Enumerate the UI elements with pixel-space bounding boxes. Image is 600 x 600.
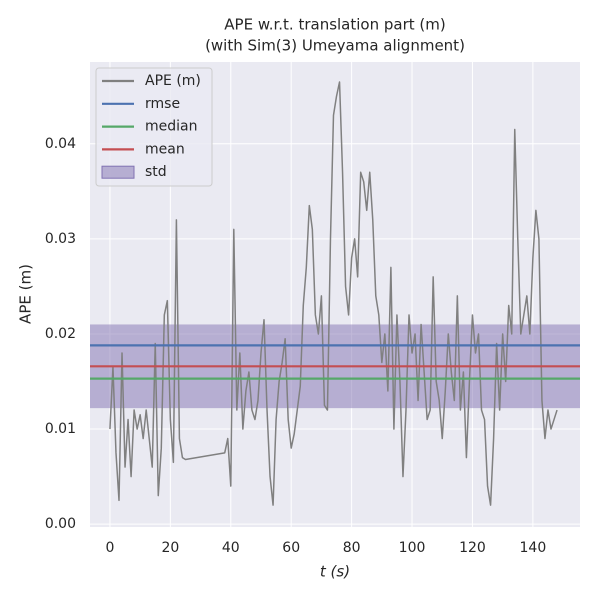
y-tick-label: 0.01 (45, 421, 76, 437)
x-tick-label: 20 (161, 540, 179, 556)
legend-swatch (101, 165, 135, 179)
legend-label: rmse (145, 96, 180, 112)
y-tick-label: 0.03 (45, 231, 76, 247)
legend-label: mean (145, 141, 185, 157)
chart-title: APE w.r.t. translation part (m) (224, 16, 445, 34)
x-tick-label: 80 (343, 540, 361, 556)
y-tick-label: 0.00 (45, 516, 76, 532)
legend-label: median (145, 119, 197, 135)
x-tick-label: 100 (399, 540, 426, 556)
x-tick-label: 40 (222, 540, 240, 556)
legend: APE (m) rmse median mean std (95, 67, 213, 187)
legend-label: std (145, 164, 167, 180)
y-tick-label: 0.04 (45, 136, 76, 152)
x-tick-label: 120 (459, 540, 486, 556)
y-axis-label: APE (m) (17, 264, 35, 324)
legend-box (95, 67, 213, 187)
x-tick-label: 60 (282, 540, 300, 556)
x-tick-label: 0 (105, 540, 114, 556)
legend-label: APE (m) (145, 73, 201, 89)
x-axis-label: t (s) (320, 563, 350, 581)
x-tick-label: 140 (520, 540, 547, 556)
y-tick-label: 0.02 (45, 326, 76, 342)
chart-subtitle: (with Sim(3) Umeyama alignment) (205, 37, 465, 55)
